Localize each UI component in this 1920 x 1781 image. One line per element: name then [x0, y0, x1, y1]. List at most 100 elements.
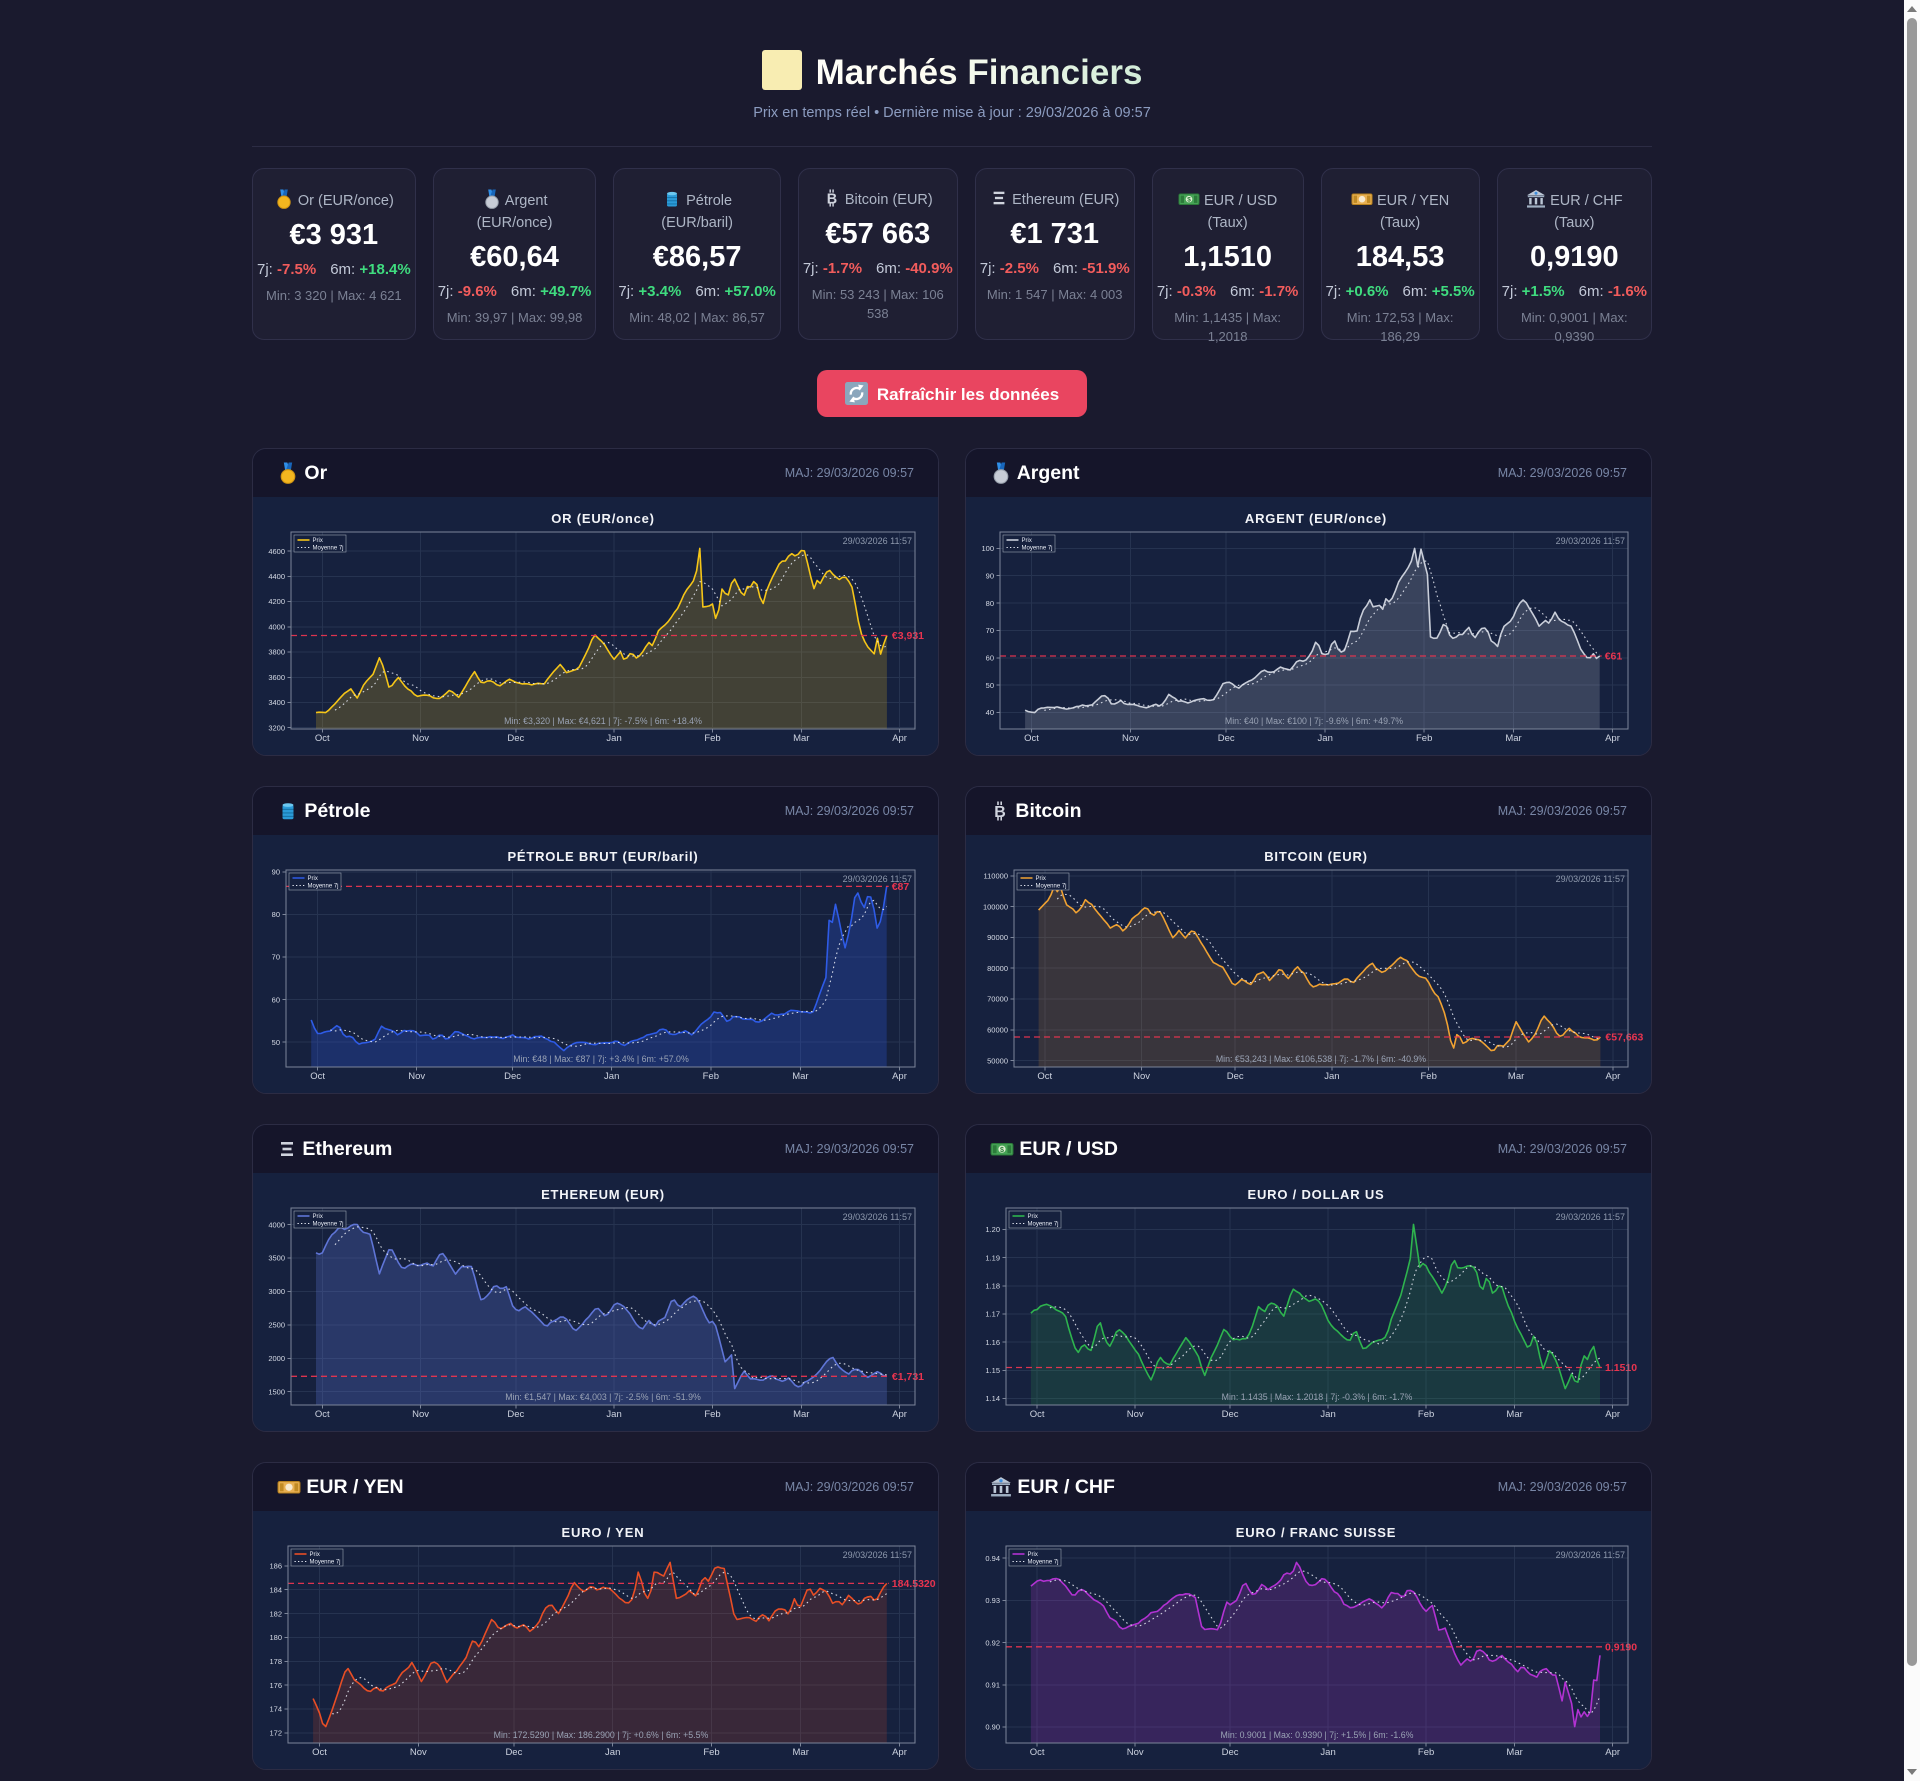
- svg-text:Moyenne 7j: Moyenne 7j: [313, 546, 344, 552]
- svg-text:3200: 3200: [268, 723, 285, 732]
- svg-text:Oct: Oct: [315, 1409, 330, 1420]
- svg-text:4200: 4200: [268, 597, 285, 606]
- svg-text:29/03/2026 11:57: 29/03/2026 11:57: [1556, 1550, 1625, 1560]
- svg-text:Dec: Dec: [507, 1409, 524, 1420]
- svg-text:€1,731: €1,731: [892, 1371, 924, 1383]
- svg-text:50000: 50000: [987, 1056, 1008, 1065]
- svg-text:Jan: Jan: [606, 733, 621, 744]
- svg-text:1.15: 1.15: [985, 1366, 1000, 1375]
- svg-text:Oct: Oct: [1037, 1071, 1052, 1082]
- svg-text:110000: 110000: [984, 872, 1008, 881]
- svg-text:Apr: Apr: [892, 1747, 907, 1758]
- svg-text:Min: €53,243 | Max: €106,538 |: Min: €53,243 | Max: €106,538 | 7j: -1.7%…: [1216, 1054, 1426, 1064]
- svg-text:0.94: 0.94: [985, 1554, 1000, 1563]
- svg-text:29/03/2026 11:57: 29/03/2026 11:57: [1556, 1212, 1625, 1222]
- svg-text:Oct: Oct: [310, 1071, 325, 1082]
- svg-text:EURO / FRANC SUISSE: EURO / FRANC SUISSE: [1236, 1525, 1396, 1540]
- svg-text:B: B: [827, 191, 837, 207]
- svg-text:Jan: Jan: [606, 1409, 621, 1420]
- svg-text:Prix: Prix: [313, 1214, 323, 1220]
- svg-text:1.1510: 1.1510: [1605, 1362, 1637, 1374]
- svg-text:29/03/2026 11:57: 29/03/2026 11:57: [843, 1212, 912, 1222]
- svg-text:Apr: Apr: [892, 1071, 907, 1082]
- svg-text:2500: 2500: [268, 1321, 285, 1330]
- svg-text:0.90: 0.90: [985, 1723, 1000, 1732]
- svg-text:Nov: Nov: [412, 733, 429, 744]
- svg-text:Prix: Prix: [310, 1552, 320, 1558]
- svg-text:BITCOIN (EUR): BITCOIN (EUR): [1264, 849, 1368, 864]
- svg-text:Mar: Mar: [793, 1747, 809, 1758]
- svg-text:3800: 3800: [268, 648, 285, 657]
- svg-text:29/03/2026 11:57: 29/03/2026 11:57: [843, 1550, 912, 1560]
- svg-text:Nov: Nov: [1133, 1071, 1150, 1082]
- svg-text:80: 80: [986, 599, 994, 608]
- svg-text:Mar: Mar: [1505, 733, 1521, 744]
- svg-text:Feb: Feb: [1421, 1071, 1437, 1082]
- svg-text:1.16: 1.16: [985, 1338, 1000, 1347]
- svg-text:1.18: 1.18: [985, 1282, 1000, 1291]
- svg-text:1.19: 1.19: [985, 1253, 1000, 1262]
- svg-text:Mar: Mar: [1508, 1071, 1524, 1082]
- svg-text:Prix: Prix: [1028, 1214, 1038, 1220]
- svg-text:70: 70: [986, 626, 994, 635]
- svg-text:176: 176: [269, 1681, 282, 1690]
- svg-text:3000: 3000: [268, 1287, 285, 1296]
- svg-text:172: 172: [269, 1729, 282, 1738]
- svg-text:Min: €40 | Max: €100 | 7j: -9.: Min: €40 | Max: €100 | 7j: -9.6% | 6m: +…: [1225, 716, 1403, 726]
- svg-text:4000: 4000: [268, 1220, 285, 1229]
- svg-text:Oct: Oct: [315, 733, 330, 744]
- svg-text:Feb: Feb: [704, 733, 720, 744]
- svg-text:€87: €87: [892, 881, 910, 893]
- svg-text:186: 186: [269, 1562, 282, 1571]
- svg-text:$: $: [1187, 197, 1191, 204]
- svg-text:Dec: Dec: [1222, 1409, 1239, 1420]
- svg-text:Jan: Jan: [1320, 1409, 1335, 1420]
- svg-text:Dec: Dec: [1218, 733, 1235, 744]
- svg-text:Min: €1,547 | Max: €4,003 | 7j: Min: €1,547 | Max: €4,003 | 7j: -2.5% | …: [505, 1392, 701, 1402]
- svg-text:Feb: Feb: [1418, 1409, 1434, 1420]
- svg-text:Prix: Prix: [313, 538, 323, 544]
- svg-text:Nov: Nov: [410, 1747, 427, 1758]
- svg-text:1.14: 1.14: [985, 1394, 1000, 1403]
- svg-text:0.91: 0.91: [985, 1681, 1000, 1690]
- svg-text:Oct: Oct: [312, 1747, 327, 1758]
- svg-text:Moyenne 7j: Moyenne 7j: [308, 884, 339, 890]
- svg-text:29/03/2026 11:57: 29/03/2026 11:57: [843, 536, 912, 546]
- svg-text:ARGENT (EUR/once): ARGENT (EUR/once): [1245, 511, 1387, 526]
- svg-text:80: 80: [272, 910, 280, 919]
- svg-text:1500: 1500: [268, 1387, 285, 1396]
- svg-text:4600: 4600: [268, 547, 285, 556]
- svg-text:Dec: Dec: [505, 1747, 522, 1758]
- svg-text:Dec: Dec: [507, 733, 524, 744]
- svg-text:Nov: Nov: [1122, 733, 1139, 744]
- svg-text:29/03/2026 11:57: 29/03/2026 11:57: [1556, 874, 1625, 884]
- svg-text:Apr: Apr: [1605, 1747, 1620, 1758]
- svg-text:OR (EUR/once): OR (EUR/once): [551, 511, 655, 526]
- svg-text:Min: 172.5290 | Max: 186.2900: Min: 172.5290 | Max: 186.2900 | 7j: +0.6…: [494, 1730, 709, 1740]
- svg-text:178: 178: [269, 1657, 282, 1666]
- svg-text:3600: 3600: [268, 673, 285, 682]
- svg-text:Min: 1.1435 | Max: 1.2018 | 7j: Min: 1.1435 | Max: 1.2018 | 7j: -0.3% | …: [1222, 1392, 1413, 1402]
- svg-text:Min: 0.9001 | Max: 0.9390 | 7j: Min: 0.9001 | Max: 0.9390 | 7j: +1.5% | …: [1221, 1730, 1414, 1740]
- svg-text:3500: 3500: [268, 1254, 285, 1263]
- svg-text:Feb: Feb: [703, 1747, 719, 1758]
- svg-text:Moyenne 7j: Moyenne 7j: [1028, 1222, 1059, 1228]
- svg-text:3400: 3400: [268, 698, 285, 707]
- svg-text:100000: 100000: [983, 902, 1008, 911]
- svg-text:0.92: 0.92: [985, 1638, 1000, 1647]
- svg-text:Apr: Apr: [1605, 733, 1620, 744]
- svg-text:EURO / DOLLAR US: EURO / DOLLAR US: [1247, 1187, 1384, 1202]
- svg-text:Oct: Oct: [1030, 1409, 1045, 1420]
- svg-text:100: 100: [981, 544, 994, 553]
- svg-text:1.17: 1.17: [985, 1310, 1000, 1319]
- svg-text:Mar: Mar: [792, 1071, 808, 1082]
- svg-text:Moyenne 7j: Moyenne 7j: [1028, 1560, 1059, 1566]
- svg-text:182: 182: [269, 1609, 282, 1618]
- svg-text:Moyenne 7j: Moyenne 7j: [310, 1560, 341, 1566]
- svg-text:29/03/2026 11:57: 29/03/2026 11:57: [1556, 536, 1625, 546]
- svg-text:Apr: Apr: [892, 733, 907, 744]
- svg-text:Feb: Feb: [703, 1071, 719, 1082]
- svg-text:90: 90: [986, 571, 994, 580]
- svg-text:Min: €48 | Max: €87 | 7j: +3.4: Min: €48 | Max: €87 | 7j: +3.4% | 6m: +5…: [513, 1054, 689, 1064]
- svg-text:Jan: Jan: [1324, 1071, 1339, 1082]
